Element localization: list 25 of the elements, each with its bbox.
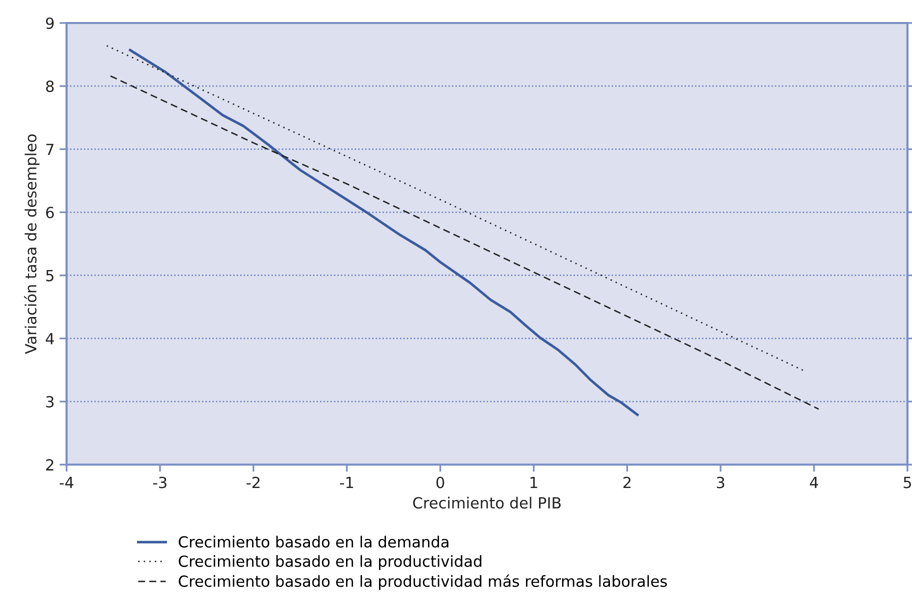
legend-label: Crecimiento basado en la demanda xyxy=(178,536,448,548)
y-tick-label: 6 xyxy=(46,206,54,218)
y-tick-label: 3 xyxy=(46,396,54,408)
x-tick-label: -1 xyxy=(340,476,354,488)
y-tick-label: 2 xyxy=(46,459,54,470)
line-series xyxy=(110,75,820,410)
x-tick-label: -3 xyxy=(153,476,166,488)
y-axis-title: Variación tasa de desempleo xyxy=(24,134,40,354)
y-tick-label: 7 xyxy=(46,144,54,155)
x-tick-label: 3 xyxy=(716,476,724,488)
x-tick-label: 0 xyxy=(436,476,444,488)
y-tick-label: 5 xyxy=(46,270,54,282)
y-tick-label: 8 xyxy=(46,80,54,92)
legend-label: Crecimiento basado en la productividad xyxy=(178,555,482,570)
x-tick-label: -4 xyxy=(60,476,74,488)
x-axis-title: Crecimiento del PIB xyxy=(413,496,561,509)
x-tick-label: -2 xyxy=(246,476,260,488)
line-series xyxy=(128,48,639,416)
legend-label: Crecimiento basado en la productividad más reformas laborales xyxy=(178,574,667,590)
x-tick-label: 4 xyxy=(810,476,818,488)
x-tick-label: 2 xyxy=(623,476,630,488)
y-tick-label: 9 xyxy=(46,17,54,30)
x-tick-label: 5 xyxy=(904,476,911,488)
x-tick-label: 1 xyxy=(530,476,538,488)
y-tick-label: 4 xyxy=(46,333,54,344)
